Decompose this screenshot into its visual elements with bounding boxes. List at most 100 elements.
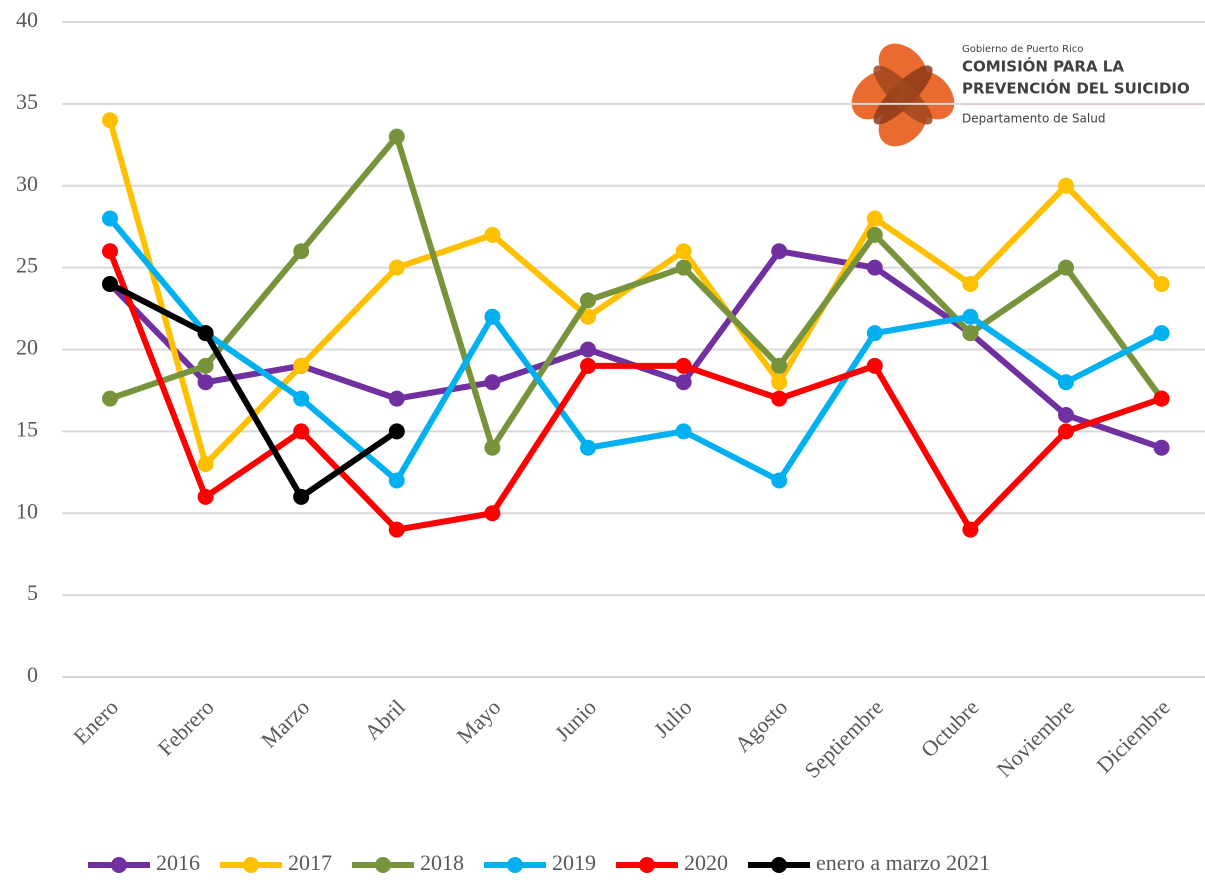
marker [197, 488, 214, 505]
legend-marker [507, 857, 523, 873]
marker [866, 210, 883, 227]
marker [484, 374, 501, 391]
x-tick-label: Marzo [256, 694, 314, 752]
logo: Gobierno de Puerto Rico COMISIÓN PARA LA… [851, 43, 1203, 147]
x-tick-label: Octubre [916, 694, 984, 762]
marker [1058, 259, 1074, 276]
marker [102, 243, 118, 260]
x-tick-label: Abril [359, 694, 410, 745]
marker [580, 357, 596, 374]
legend-marker [639, 857, 655, 873]
marker [866, 357, 883, 374]
marker [197, 357, 214, 374]
marker [1153, 276, 1170, 292]
marker [580, 292, 596, 309]
legend-label: enero a marzo 2021 [816, 850, 990, 875]
marker [866, 259, 883, 276]
marker [388, 259, 405, 276]
legend-marker [111, 857, 127, 873]
logo-icon [851, 43, 955, 147]
marker [1153, 325, 1170, 342]
marker [293, 488, 310, 505]
marker [580, 439, 596, 456]
marker [962, 325, 979, 342]
marker [962, 308, 979, 325]
marker [484, 505, 501, 522]
x-tick-label: Diciembre [1091, 694, 1174, 777]
legend-label: 2018 [420, 850, 464, 875]
marker [293, 423, 310, 440]
marker [962, 276, 979, 292]
marker [102, 390, 118, 407]
y-tick-label: 5 [27, 580, 38, 605]
legend-marker [375, 857, 391, 873]
y-tick-label: 40 [16, 7, 38, 32]
marker [771, 390, 788, 407]
marker [771, 374, 788, 391]
marker [1058, 423, 1074, 440]
marker [675, 374, 692, 391]
marker [675, 357, 692, 374]
y-tick-label: 20 [16, 335, 38, 360]
marker [1153, 439, 1170, 456]
x-tick-label: Mayo [452, 694, 506, 748]
series-line [109, 133, 1165, 451]
marker [771, 357, 788, 374]
marker [388, 390, 405, 407]
marker [102, 112, 118, 129]
marker [484, 439, 501, 456]
series-line [107, 250, 1163, 533]
logo-text: Gobierno de Puerto Rico [962, 44, 1083, 55]
marker [388, 472, 405, 489]
x-tick-label: Febrero [153, 694, 219, 760]
x-tick-label: Septiembre [799, 694, 888, 783]
marker [293, 243, 310, 260]
series-line [108, 281, 399, 500]
y-tick-label: 0 [27, 662, 38, 687]
marker [388, 423, 405, 440]
marker [866, 325, 883, 342]
marker [1058, 374, 1074, 391]
y-tick-label: 10 [16, 498, 38, 523]
marker [580, 308, 596, 325]
marker [197, 325, 214, 342]
legend-label: 2016 [156, 850, 200, 875]
logo-text: Departamento de Salud [962, 112, 1105, 126]
marker [102, 210, 118, 227]
x-tick-label: Julio [649, 694, 697, 742]
marker [1153, 390, 1170, 407]
legend-label: 2017 [288, 850, 332, 875]
marker [293, 390, 310, 407]
x-tick-label: Agosto [730, 694, 793, 757]
y-tick-label: 15 [16, 416, 38, 441]
legend-label: 2020 [684, 850, 728, 875]
legend-marker [771, 857, 787, 873]
marker [293, 357, 310, 374]
marker [197, 374, 214, 391]
marker [484, 226, 501, 243]
marker [1058, 407, 1074, 423]
logo-text: PREVENCIÓN DEL SUICIDIO [962, 79, 1190, 98]
y-tick-label: 30 [16, 171, 38, 196]
marker [484, 308, 501, 325]
series-line [107, 216, 1163, 484]
marker [962, 521, 979, 538]
marker [866, 226, 883, 243]
marker [675, 243, 692, 260]
marker [1058, 177, 1074, 194]
marker [580, 341, 596, 358]
marker [771, 243, 788, 260]
marker [675, 259, 692, 276]
marker [197, 456, 214, 473]
marker [675, 423, 692, 440]
y-tick-label: 35 [16, 89, 38, 114]
marker [102, 276, 118, 292]
marker [388, 521, 405, 538]
marker [771, 472, 788, 489]
x-tick-label: Enero [68, 694, 123, 749]
x-tick-label: Noviembre [991, 694, 1079, 782]
y-tick-label: 25 [16, 253, 38, 278]
logo-text: COMISIÓN PARA LA [962, 57, 1124, 76]
legend-marker [243, 857, 259, 873]
